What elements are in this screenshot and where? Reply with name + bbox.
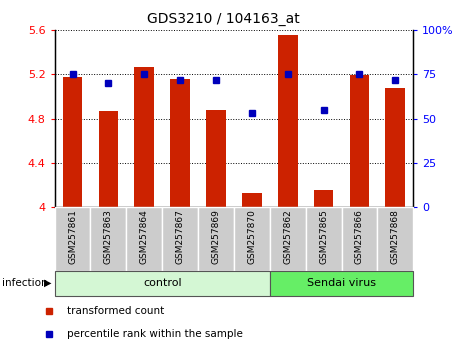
Bar — [270, 207, 306, 271]
Text: GSM257861: GSM257861 — [68, 209, 77, 264]
Bar — [63, 76, 83, 207]
Text: GDS3210 / 104163_at: GDS3210 / 104163_at — [147, 12, 300, 27]
Bar — [278, 34, 298, 207]
Bar — [242, 193, 262, 207]
Text: ▶: ▶ — [44, 278, 52, 288]
Bar — [162, 207, 198, 271]
Bar — [378, 207, 413, 271]
Bar — [314, 190, 333, 207]
Text: GSM257864: GSM257864 — [140, 209, 149, 264]
Text: GSM257865: GSM257865 — [319, 209, 328, 264]
Bar — [385, 87, 405, 207]
Text: GSM257868: GSM257868 — [391, 209, 400, 264]
Bar — [126, 207, 162, 271]
Bar — [55, 271, 270, 296]
Text: infection: infection — [2, 278, 48, 288]
Text: GSM257867: GSM257867 — [176, 209, 185, 264]
Bar — [98, 111, 118, 207]
Bar — [198, 207, 234, 271]
Text: control: control — [143, 278, 181, 288]
Bar — [170, 79, 190, 207]
Bar — [134, 67, 154, 207]
Text: GSM257862: GSM257862 — [283, 209, 292, 264]
Bar — [306, 207, 342, 271]
Text: GSM257863: GSM257863 — [104, 209, 113, 264]
Bar — [234, 207, 270, 271]
Bar — [350, 75, 370, 207]
Text: transformed count: transformed count — [67, 306, 164, 316]
Text: GSM257870: GSM257870 — [247, 209, 257, 264]
Bar — [55, 207, 91, 271]
Text: Sendai virus: Sendai virus — [307, 278, 376, 288]
Bar — [270, 271, 413, 296]
Text: GSM257869: GSM257869 — [211, 209, 220, 264]
Text: percentile rank within the sample: percentile rank within the sample — [67, 329, 243, 339]
Text: GSM257866: GSM257866 — [355, 209, 364, 264]
Bar — [206, 110, 226, 207]
Bar — [91, 207, 126, 271]
Bar — [342, 207, 378, 271]
